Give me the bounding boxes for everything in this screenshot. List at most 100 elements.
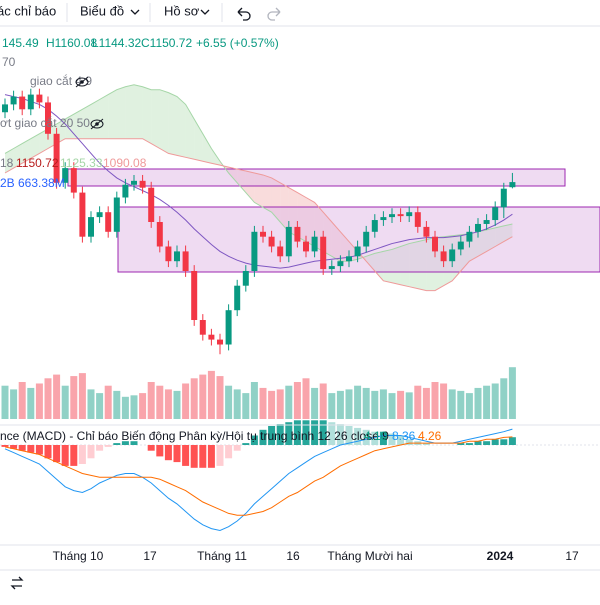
indicator-value: 1125.33	[60, 156, 103, 170]
macd-histogram-bar	[113, 443, 121, 445]
candle-body	[457, 241, 464, 250]
candle-body	[303, 241, 309, 252]
candle-body	[217, 339, 223, 345]
chevron	[200, 9, 210, 15]
profile-menu[interactable]: Hồ sơ	[164, 3, 200, 18]
candle-body	[242, 271, 249, 286]
candle-body	[182, 251, 189, 271]
volume-bar	[173, 390, 181, 419]
volume-bar	[259, 387, 267, 419]
macd-histogram-bar	[397, 435, 405, 445]
macd-histogram-bar	[96, 445, 104, 451]
candle-body	[88, 217, 94, 237]
indicators-button[interactable]: ác chỉ báo	[0, 3, 56, 18]
volume-bar	[53, 374, 61, 419]
candle-body	[294, 226, 301, 242]
volume-bar	[242, 393, 250, 419]
cloud-segment	[73, 109, 83, 139]
candle-body	[45, 102, 51, 134]
candle-body	[354, 246, 361, 257]
moving-average	[4, 94, 513, 269]
indicator-label: 70	[2, 55, 16, 69]
macd-histogram-bar	[216, 445, 224, 466]
volume-bar	[225, 385, 233, 419]
candle-body	[96, 212, 103, 218]
cloud-segment	[202, 133, 212, 164]
candle-body	[389, 214, 395, 218]
cloud-segment	[65, 114, 74, 139]
candle-body	[62, 168, 69, 183]
candle-body	[328, 266, 335, 270]
chart-menu[interactable]: Biểu đồ	[80, 3, 124, 18]
cloud-segment	[108, 89, 117, 139]
cloud-segment	[177, 96, 186, 158]
volume-bar	[354, 385, 362, 419]
cloud-segment	[30, 133, 40, 159]
candle-body	[311, 236, 318, 252]
macd-histogram-bar	[121, 441, 129, 445]
span-a-line	[4, 84, 513, 262]
macd-histogram-bar	[242, 443, 250, 445]
macd-histogram-bar	[388, 433, 396, 445]
volume-bar	[139, 393, 147, 419]
candle-body	[165, 246, 172, 262]
volume-bar	[190, 378, 198, 419]
volume-bar	[87, 389, 95, 419]
volume-bar	[199, 374, 207, 419]
macd-histogram-bar	[1, 445, 9, 447]
volume-bar	[379, 389, 387, 419]
macd-histogram-bar	[457, 443, 465, 445]
volume-bar	[414, 385, 422, 419]
time-axis: Tháng 10 17 Tháng 11 16 Tháng Mười hai 2024 17	[53, 549, 579, 563]
macd-histogram-bar	[44, 445, 52, 459]
time-axis-label: 2024	[487, 549, 514, 563]
volume-bar	[35, 383, 43, 419]
candle-body	[191, 271, 198, 320]
volume-bar	[440, 383, 448, 419]
candle-body	[105, 212, 112, 232]
candle-body	[139, 180, 146, 188]
macd-histogram-bar	[336, 424, 344, 445]
volume-bar	[465, 393, 473, 419]
cloud-segment	[134, 84, 143, 139]
volume-bar	[422, 387, 430, 419]
cloud-segment	[22, 138, 31, 164]
candle-body	[208, 334, 215, 340]
cloud-segment	[82, 104, 91, 139]
candle-body	[363, 231, 370, 247]
macd-histogram-bar	[276, 424, 284, 445]
macd-histogram-bar	[156, 445, 164, 457]
candle-body	[156, 222, 163, 247]
volume-bar	[285, 385, 293, 419]
candle-body	[432, 236, 438, 252]
eye-icon[interactable]	[90, 118, 104, 130]
candle-body	[53, 133, 60, 183]
legend-change: +6.55 (+0.57%)	[196, 36, 279, 50]
volume-bar	[207, 370, 215, 419]
scale-toggle[interactable]	[10, 576, 24, 590]
range-box	[117, 206, 600, 273]
macd-histogram-bar	[405, 439, 413, 445]
time-axis-label: Tháng Mười hai	[327, 549, 412, 563]
macd-histogram-bar	[491, 439, 499, 445]
legend-low: L1144.32	[92, 36, 141, 50]
eye-icon[interactable]	[75, 76, 89, 88]
volume-bar	[70, 376, 78, 419]
volume-bar	[96, 393, 104, 419]
volume-bar	[156, 385, 164, 419]
undo-button[interactable]	[237, 7, 251, 21]
price-pane	[0, 84, 600, 532]
volume-bar	[61, 385, 69, 419]
candle-body	[113, 197, 120, 232]
volume-bar	[508, 367, 516, 419]
time-axis-label: 16	[286, 549, 300, 563]
macd-histogram-bar	[362, 429, 370, 445]
candle-body	[414, 212, 421, 227]
cloud-segment	[211, 148, 220, 166]
macd-histogram-bar	[285, 422, 293, 445]
volume-bar	[491, 383, 499, 419]
candle-body	[79, 192, 86, 237]
redo-button[interactable]	[267, 7, 281, 21]
indicator-label: 18	[0, 156, 14, 170]
volume-bar	[78, 373, 86, 419]
